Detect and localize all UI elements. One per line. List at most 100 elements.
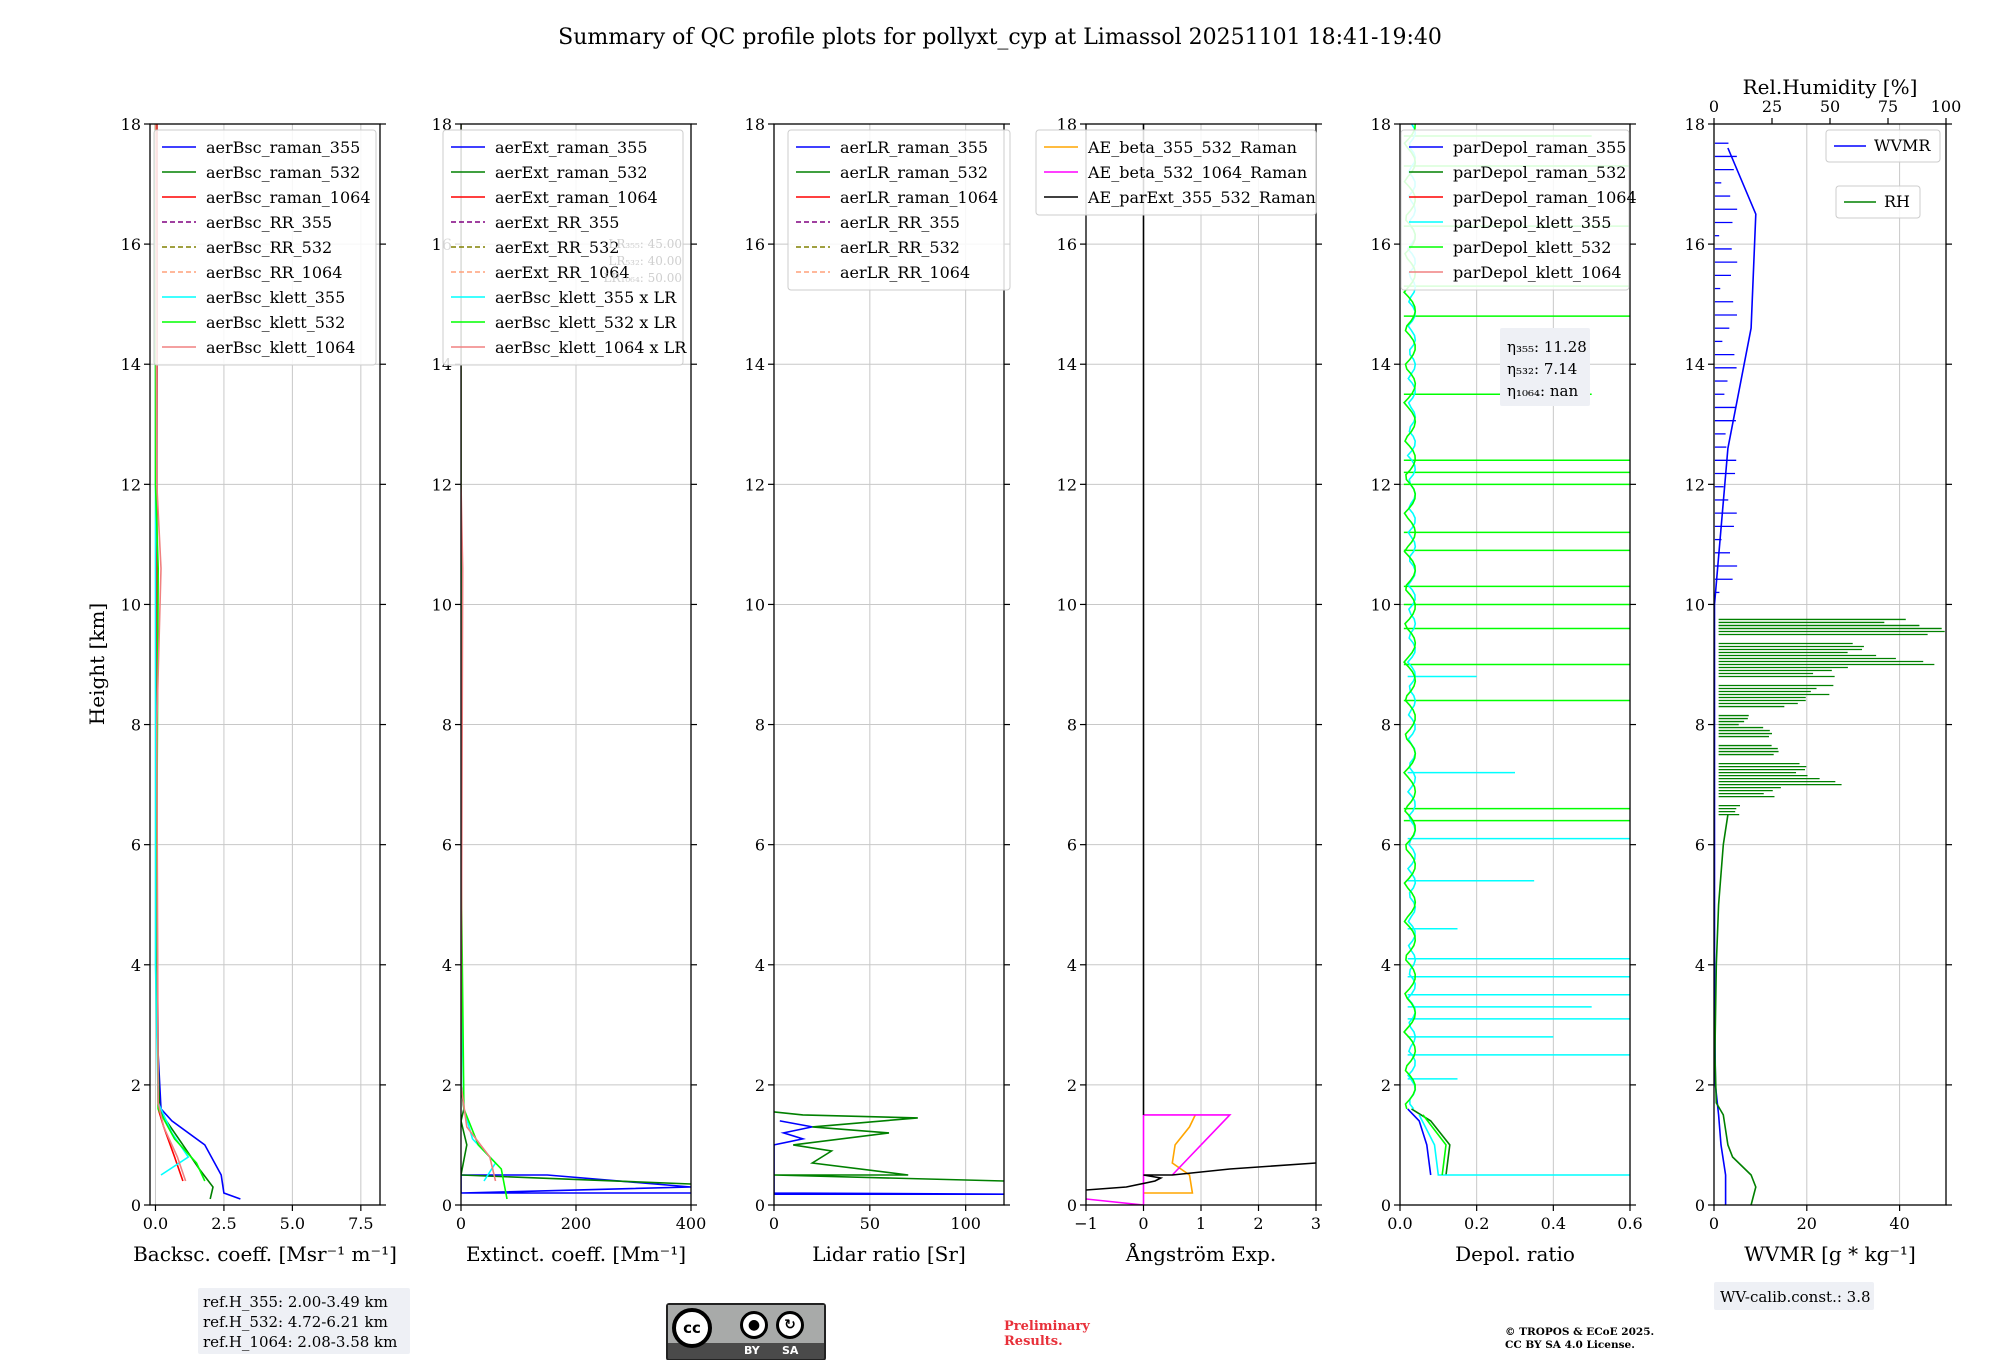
y-tick-label: 8 — [131, 716, 141, 735]
panel-bsc: 0 2 4 6 8 10 12 14 16 18 0.0 2.5 5.0 7.5 Backsc. coeff… — [121, 115, 410, 1354]
legend-label: RH — [1884, 192, 1910, 211]
x-tick-label: 400 — [676, 1214, 707, 1233]
legend-label: aerBsc_klett_355 — [206, 288, 345, 307]
x-axis-label: Backsc. coeff. [Msr⁻¹ m⁻¹] — [133, 1242, 397, 1266]
y-tick-label: 18 — [1371, 115, 1391, 134]
y-tick-label: 18 — [121, 115, 141, 134]
legend-label: AE_beta_355_532_Raman — [1087, 138, 1297, 157]
series-aerBsc_klett_1064 — [154, 124, 187, 1182]
y-tick-label: 0 — [1381, 1196, 1391, 1215]
legend-box — [787, 129, 1011, 291]
plot-area-lr — [774, 1111, 1004, 1195]
plot-area-ext — [461, 124, 691, 1200]
x-tick-label: −1 — [1074, 1214, 1098, 1233]
legend-label: aerBsc_raman_1064 — [206, 188, 371, 207]
ref-height-label: ref.H_532: 4.72-6.21 km — [203, 1313, 388, 1331]
y-tick-label: 4 — [131, 956, 141, 975]
panel-lr: 0 2 4 6 8 10 12 14 16 18 0 50 100 Lidar ratio [Sr] aer… — [745, 115, 1011, 1266]
panel-depol: 0 2 4 6 8 10 12 14 16 18 0.0 0.2 0.4 0.6 Depol. ratio p… — [1371, 115, 1643, 1266]
series-aerBsc_klett_355 x LR — [461, 124, 497, 1182]
eta-label: η₅₃₂: 7.14 — [1507, 360, 1577, 378]
series-aerLR_raman_532 — [774, 1111, 1004, 1182]
legend-label: aerBsc_klett_1064 — [206, 338, 355, 357]
cc-icon: cc — [672, 1308, 712, 1348]
y-tick-label: 14 — [1057, 355, 1077, 374]
series-aerBsc_klett_532 x LR — [461, 124, 508, 1200]
x-tick-label: 3 — [1311, 1214, 1321, 1233]
legend-label: WVMR — [1874, 136, 1931, 155]
series-AE_beta_355_532_Raman — [1143, 1114, 1197, 1194]
y-tick-label: 12 — [432, 475, 452, 494]
x-tick-label: 200 — [561, 1214, 592, 1233]
series-parDepol_raman_532 — [1411, 1108, 1451, 1176]
by-person-icon: ● — [740, 1311, 768, 1339]
y-tick-label: 8 — [442, 716, 452, 735]
legend-label: aerExt_raman_355 — [495, 138, 648, 157]
legend-label: AE_parExt_355_532_Raman — [1087, 188, 1316, 207]
x2-tick-label: 50 — [1820, 97, 1840, 116]
y-tick-label: 12 — [1371, 475, 1391, 494]
x-axis-label: Lidar ratio [Sr] — [812, 1242, 966, 1266]
y-tick-label: 6 — [1067, 836, 1077, 855]
x2-tick-label: 100 — [1931, 97, 1962, 116]
lr-annotation: LR₃₅₅: 45.00 — [608, 237, 682, 251]
plot-area-ae — [1086, 124, 1316, 1205]
legend-box — [1835, 185, 1921, 219]
legend-box — [153, 129, 377, 366]
y-tick-label: 6 — [1695, 836, 1705, 855]
y-tick-label: 16 — [745, 235, 765, 254]
legend-label: aerLR_raman_1064 — [840, 188, 998, 207]
y-tick-label: 2 — [1695, 1076, 1705, 1095]
legend-label: aerBsc_RR_1064 — [206, 263, 342, 282]
y-tick-label: 16 — [1371, 235, 1391, 254]
x-axis-label: Depol. ratio — [1455, 1242, 1575, 1266]
legend-label: aerBsc_raman_532 — [206, 163, 360, 182]
x-tick-label: 2.5 — [211, 1214, 236, 1233]
series-rh-profile — [1714, 814, 1757, 1205]
x-tick-label: 40 — [1889, 1214, 1909, 1233]
x-tick-label: 5.0 — [280, 1214, 305, 1233]
y-tick-label: 0 — [131, 1196, 141, 1215]
x-axis-label: Ångström Exp. — [1125, 1241, 1276, 1266]
x-tick-label: 2 — [1253, 1214, 1263, 1233]
x2-tick-label: 25 — [1762, 97, 1782, 116]
y-tick-label: 4 — [755, 956, 765, 975]
wv-calib-box — [1714, 1282, 1874, 1310]
y-tick-label: 16 — [1685, 235, 1705, 254]
legend-label: parDepol_klett_1064 — [1453, 263, 1622, 282]
legend-label: aerExt_RR_1064 — [495, 263, 630, 282]
ref-height-box — [198, 1288, 410, 1354]
legend-label: aerBsc_RR_355 — [206, 213, 332, 232]
preliminary-line-2: Results. — [1004, 1334, 1063, 1349]
y-tick-label: 2 — [131, 1076, 141, 1095]
x-tick-label: 7.5 — [348, 1214, 373, 1233]
x-tick-label: 100 — [950, 1214, 981, 1233]
y-tick-label: 2 — [1067, 1076, 1077, 1095]
x-tick-label: 0.2 — [1464, 1214, 1489, 1233]
lr-annotation: LR₁₀₆₄: 50.00 — [604, 271, 682, 285]
y-tick-label: 10 — [121, 595, 141, 614]
ref-height-label: ref.H_1064: 2.08-3.58 km — [203, 1333, 397, 1351]
y-tick-label: 16 — [1057, 235, 1077, 254]
cc-license-badge[interactable]: cc ● ↻ BY SA — [666, 1303, 826, 1360]
x2-axis-label: Rel.Humidity [%] — [1743, 75, 1918, 99]
x2-tick-label: 0 — [1709, 97, 1719, 116]
legend-label: aerExt_RR_355 — [495, 213, 619, 232]
y-tick-label: 14 — [1685, 355, 1705, 374]
series-parDepol_klett_355 — [1418, 1114, 1630, 1176]
sa-share-icon: ↻ — [776, 1311, 804, 1339]
legend-label: aerLR_raman_355 — [840, 138, 988, 157]
legend-label: aerLR_RR_355 — [840, 213, 960, 232]
legend-label: aerLR_RR_532 — [840, 238, 960, 257]
y-tick-label: 14 — [745, 355, 765, 374]
y-tick-label: 4 — [1695, 956, 1705, 975]
series-aerLR_raman_355 — [774, 1120, 1004, 1195]
series-aerBsc_klett_355 — [154, 124, 190, 1176]
axes-frame — [773, 123, 1005, 1206]
y-tick-label: 8 — [1695, 716, 1705, 735]
